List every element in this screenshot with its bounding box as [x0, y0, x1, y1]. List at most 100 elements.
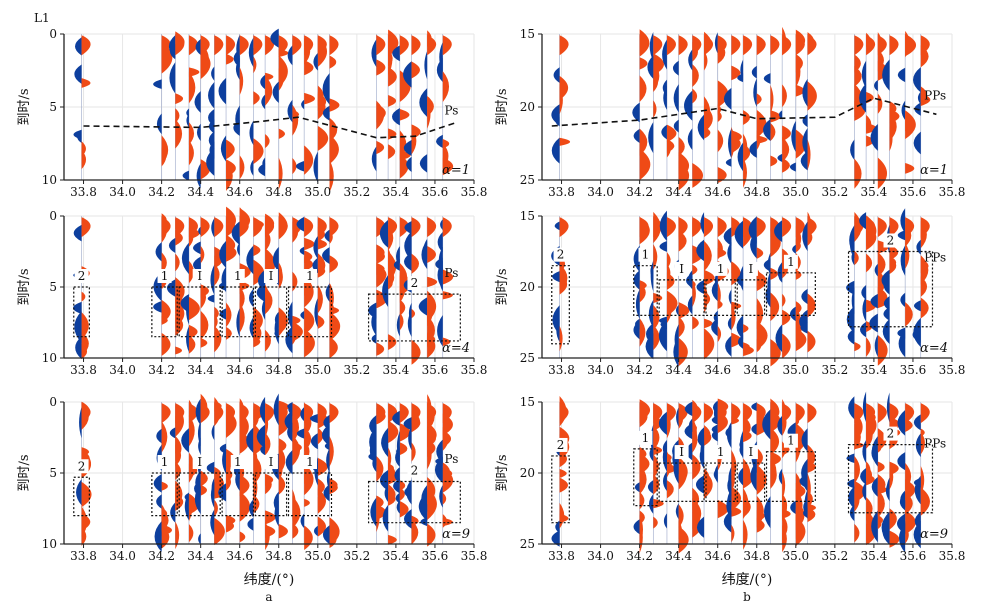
positive-lobe [376, 263, 387, 286]
positive-lobe [226, 217, 236, 238]
positive-lobe [317, 314, 325, 329]
negative-lobe [736, 315, 744, 340]
positive-lobe [678, 154, 686, 175]
x-tick-label: 34.4 [665, 549, 692, 563]
positive-lobe [226, 326, 232, 340]
positive-lobe [877, 93, 883, 114]
positive-lobe [717, 110, 722, 123]
positive-lobe [317, 253, 326, 278]
positive-lobe [920, 403, 930, 424]
positive-lobe [427, 303, 433, 326]
box-label-bg [743, 445, 758, 460]
positive-lobe [653, 325, 660, 351]
positive-lobe [731, 217, 741, 238]
negative-lobe [155, 242, 162, 262]
negative-lobe [170, 502, 176, 523]
x-tick-label: 35.2 [821, 185, 848, 199]
positive-lobe [653, 425, 660, 450]
x-tick-label: 34.6 [704, 549, 731, 563]
positive-lobe [214, 499, 218, 517]
negative-lobe [898, 523, 906, 553]
panel-b3: 2 1 I 1 I 1 2 33.8 34.0 34.2 34.4 34.6 34.8 35.0 35.2 3… [495, 391, 965, 563]
y-axis-label: 到时/s [17, 268, 32, 305]
negative-lobe [886, 392, 890, 423]
negative-lobe [313, 235, 318, 259]
x-tick-label: 34.0 [587, 363, 614, 377]
y-tick-label: 10 [42, 351, 57, 365]
positive-lobe [265, 435, 270, 447]
negative-lobe [437, 315, 443, 347]
negative-lobe [802, 309, 808, 323]
positive-lobe [743, 403, 753, 424]
positive-lobe [920, 258, 929, 274]
positive-lobe [427, 96, 434, 117]
negative-lobe [371, 308, 377, 336]
negative-lobe [193, 256, 201, 274]
positive-lobe [239, 477, 246, 491]
positive-lobe [795, 403, 805, 424]
trace [799, 402, 817, 544]
positive-lobe [188, 335, 196, 354]
negative-lobe [196, 163, 201, 189]
y-tick-label: 5 [49, 280, 57, 294]
negative-lobe [914, 511, 921, 531]
x-tick-label: 34.6 [704, 363, 731, 377]
box-label-bg [883, 426, 898, 441]
negative-lobe [802, 114, 808, 128]
negative-lobe [246, 245, 254, 275]
positive-lobe [304, 35, 314, 56]
subfigure-label-b: b [743, 590, 751, 604]
positive-lobe [854, 250, 859, 266]
negative-lobe [789, 306, 796, 322]
negative-lobe [738, 467, 744, 486]
positive-lobe [807, 490, 813, 508]
trace [749, 34, 768, 180]
positive-lobe [692, 316, 699, 330]
positive-lobe [639, 35, 649, 56]
trace [882, 34, 900, 180]
negative-lobe [235, 105, 240, 133]
x-tick-label: 35.2 [343, 185, 370, 199]
positive-lobe [329, 55, 337, 69]
positive-lobe [704, 331, 711, 353]
trace [913, 34, 931, 180]
subfigure-label-a: a [265, 590, 272, 604]
anomaly-box [287, 286, 333, 338]
x-tick-label: 34.8 [743, 363, 770, 377]
negative-lobe [662, 471, 667, 492]
positive-lobe [253, 217, 263, 238]
positive-lobe [427, 403, 437, 424]
positive-lobe [559, 450, 568, 468]
positive-lobe [866, 35, 876, 56]
anomaly-box [221, 286, 254, 338]
positive-lobe [376, 403, 386, 424]
negative-lobe [194, 91, 201, 113]
negative-lobe [659, 210, 667, 242]
negative-lobe [659, 241, 667, 252]
positive-lobe [278, 128, 286, 139]
trace [419, 30, 437, 180]
positive-lobe [81, 403, 91, 424]
positive-lobe [795, 301, 802, 315]
positive-lobe [866, 253, 873, 273]
anomaly-box [705, 462, 736, 502]
negative-lobe [396, 246, 400, 268]
negative-lobe [901, 100, 906, 121]
box-label: I [749, 445, 754, 459]
positive-lobe [278, 474, 286, 495]
negative-lobe [211, 424, 215, 441]
box-label-bg [743, 261, 758, 276]
positive-lobe [317, 125, 329, 151]
negative-lobe [913, 300, 921, 312]
positive-lobe [200, 284, 209, 298]
negative-lobe [287, 402, 293, 411]
box-label-bg [192, 455, 207, 469]
negative-lobe [221, 266, 227, 293]
negative-lobe [186, 108, 189, 118]
negative-lobe [313, 52, 318, 71]
negative-lobe [438, 246, 443, 274]
positive-lobe [704, 318, 713, 329]
seismic-traces [551, 208, 930, 368]
box-label: 1 [161, 455, 169, 469]
positive-lobe [388, 128, 397, 140]
